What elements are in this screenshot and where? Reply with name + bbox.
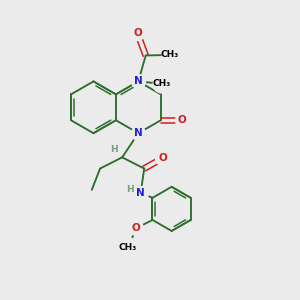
Text: N: N <box>136 188 145 198</box>
Text: O: O <box>133 28 142 38</box>
Text: CH₃: CH₃ <box>119 243 137 252</box>
Text: H: H <box>126 185 133 194</box>
Text: O: O <box>158 153 167 163</box>
Text: O: O <box>132 223 141 233</box>
Text: O: O <box>178 115 186 125</box>
Text: N: N <box>134 76 143 86</box>
Text: CH₃: CH₃ <box>152 79 170 88</box>
Text: CH₃: CH₃ <box>161 50 179 59</box>
Text: H: H <box>110 146 118 154</box>
Text: N: N <box>134 128 143 138</box>
